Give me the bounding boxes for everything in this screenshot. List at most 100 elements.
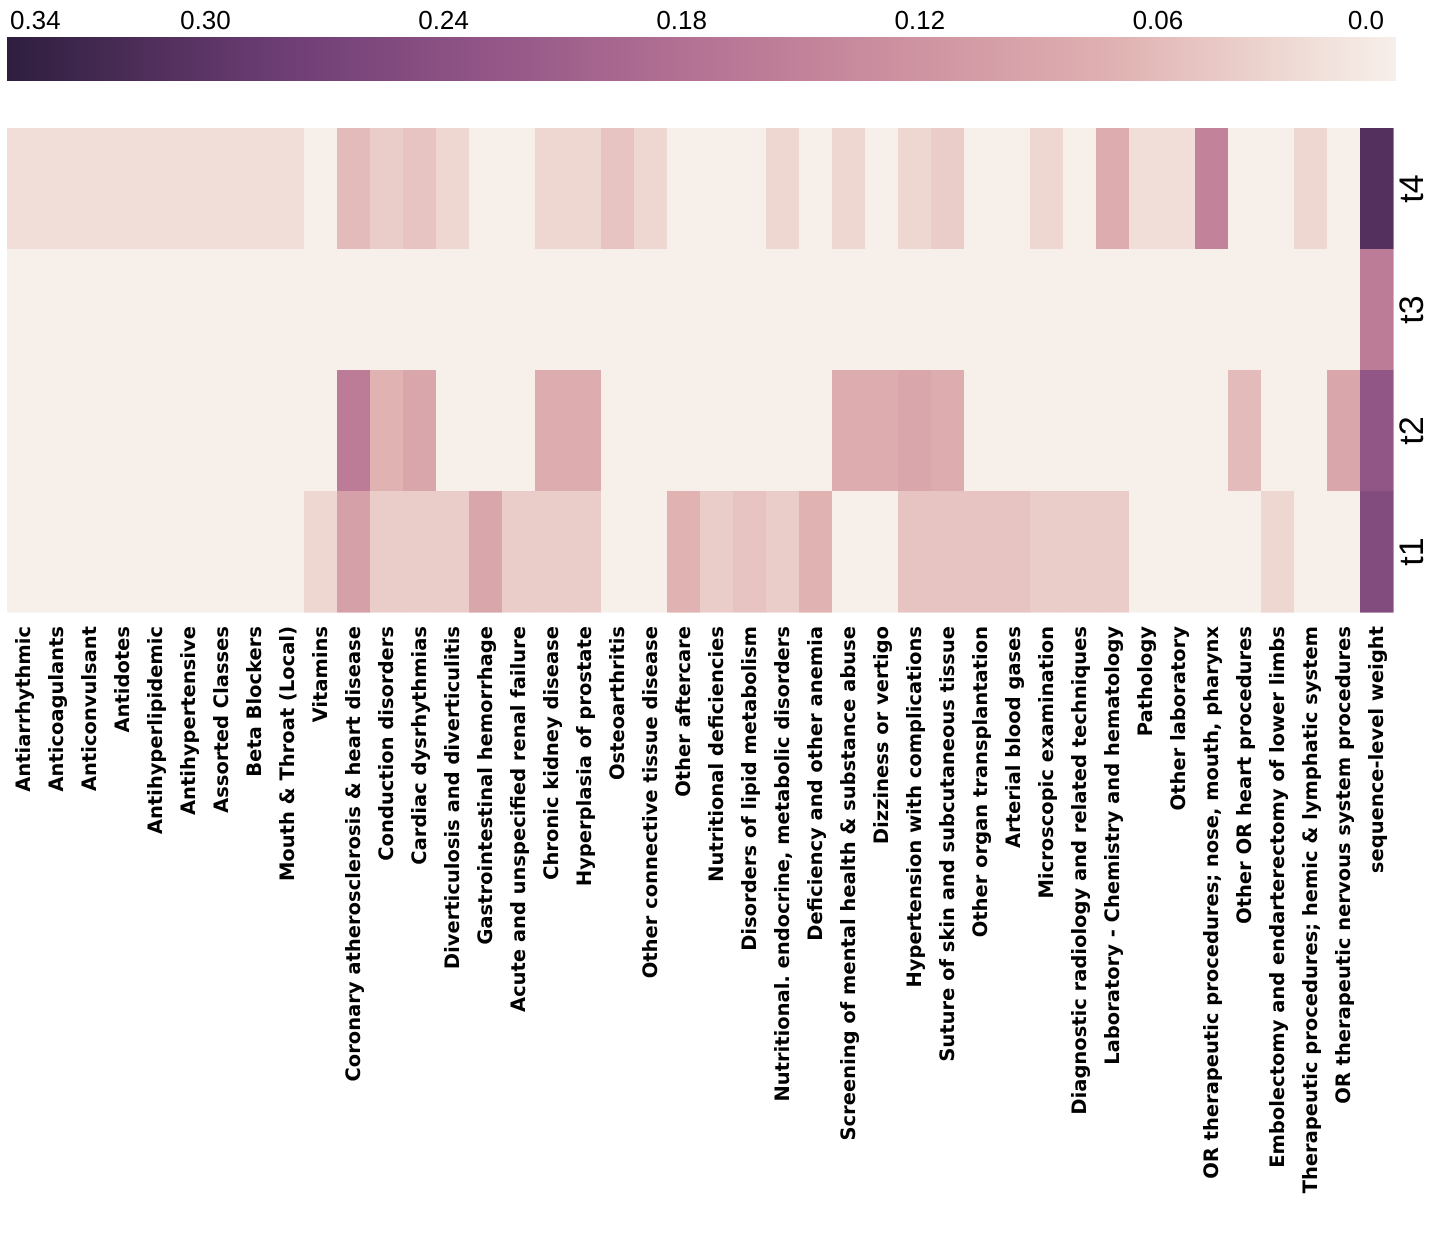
- heatmap-cell-t3-2: [73, 249, 107, 371]
- column-label: Coronary atherosclerosis & heart disease: [342, 626, 365, 1082]
- heatmap-cell-t4-16: [535, 128, 569, 250]
- heatmap-cell-t2-21: [700, 370, 734, 492]
- heatmap-cell-t4-22: [733, 128, 767, 250]
- colorbar-gradient: [7, 37, 1396, 81]
- heatmap-cell-t3-18: [601, 249, 635, 371]
- column-label: Disorders of lipid metabolism: [738, 626, 761, 951]
- heatmap-cell-t3-30: [997, 249, 1031, 371]
- heatmap-cell-t2-26: [865, 370, 899, 492]
- heatmap-cell-t1-28: [931, 491, 965, 613]
- heatmap-cell-t4-35: [1162, 128, 1196, 250]
- heatmap-cell-t3-4: [139, 249, 173, 371]
- heatmap-cell-t4-25: [832, 128, 866, 250]
- heatmap-cell-t4-12: [403, 128, 437, 250]
- heatmap-cell-t1-34: [1129, 491, 1163, 613]
- heatmap-cell-t4-11: [370, 128, 404, 250]
- heatmap-cell-t2-29: [964, 370, 998, 492]
- heatmap-cell-t4-17: [568, 128, 602, 250]
- heatmap-cell-t2-25: [832, 370, 866, 492]
- heatmap-cell-t2-36: [1195, 370, 1229, 492]
- heatmap-cell-t1-10: [337, 491, 371, 613]
- heatmap-cell-t1-25: [832, 491, 866, 613]
- heatmap-cell-t2-12: [403, 370, 437, 492]
- heatmap-cell-t2-17: [568, 370, 602, 492]
- column-label: Diagnostic radiology and related techniq…: [1068, 626, 1091, 1115]
- heatmap-cell-t2-14: [469, 370, 503, 492]
- heatmap-cell-t1-8: [271, 491, 305, 613]
- column-label: Antihypertensive: [177, 626, 200, 815]
- heatmap-cell-t4-2: [73, 128, 107, 250]
- heatmap-cell-t3-14: [469, 249, 503, 371]
- heatmap-cell-t3-33: [1096, 249, 1130, 371]
- heatmap-cell-t1-7: [238, 491, 272, 613]
- heatmap-cell-t1-41: [1360, 491, 1394, 613]
- heatmap-cell-t2-39: [1294, 370, 1328, 492]
- column-label: Nutritional deficiencies: [705, 626, 728, 882]
- heatmap-cell-t4-8: [271, 128, 305, 250]
- row-label-t4: t4: [1393, 174, 1431, 202]
- colorbar-tick-label: 0.30: [180, 5, 231, 35]
- heatmap-cell-t4-30: [997, 128, 1031, 250]
- heatmap-cell-t3-11: [370, 249, 404, 371]
- heatmap-cell-t1-13: [436, 491, 470, 613]
- heatmap-cell-t4-9: [304, 128, 338, 250]
- heatmap-cell-t1-11: [370, 491, 404, 613]
- heatmap-cell-t3-5: [172, 249, 206, 371]
- heatmap-cell-t3-26: [865, 249, 899, 371]
- heatmap-cell-t1-2: [73, 491, 107, 613]
- heatmap-cell-t1-20: [667, 491, 701, 613]
- heatmap-cell-t1-15: [502, 491, 536, 613]
- heatmap-cell-t2-0: [7, 370, 41, 492]
- heatmap-cell-t4-6: [205, 128, 239, 250]
- heatmap-cell-t2-2: [73, 370, 107, 492]
- heatmap-cell-t3-16: [535, 249, 569, 371]
- heatmap-cell-t3-31: [1030, 249, 1064, 371]
- column-label: Dizziness or vertigo: [870, 626, 893, 844]
- heatmap-cell-t4-5: [172, 128, 206, 250]
- row-labels: t4 t3 t2 t1: [1393, 174, 1431, 565]
- heatmap-cell-t3-39: [1294, 249, 1328, 371]
- column-label: Other connective tissue disease: [639, 626, 662, 978]
- row-label-t1: t1: [1393, 537, 1431, 565]
- heatmap-cell-t2-18: [601, 370, 635, 492]
- heatmap-cell-t2-37: [1228, 370, 1262, 492]
- heatmap-cell-t3-36: [1195, 249, 1229, 371]
- heatmap-cell-t3-23: [766, 249, 800, 371]
- heatmap-cell-t1-36: [1195, 491, 1229, 613]
- heatmap-cell-t4-27: [898, 128, 932, 250]
- heatmap-cell-t4-20: [667, 128, 701, 250]
- heatmap-cell-t2-27: [898, 370, 932, 492]
- heatmap-cell-t4-1: [40, 128, 74, 250]
- heatmap-cell-t3-8: [271, 249, 305, 371]
- heatmap-cell-t3-6: [205, 249, 239, 371]
- heatmap-cell-t2-15: [502, 370, 536, 492]
- heatmap-cell-t1-26: [865, 491, 899, 613]
- heatmap-cell-t1-9: [304, 491, 338, 613]
- row-label-t2: t2: [1393, 416, 1431, 444]
- column-label: Vitamins: [309, 626, 332, 722]
- heatmap-cell-t2-32: [1063, 370, 1097, 492]
- heatmap-cell-t1-37: [1228, 491, 1262, 613]
- heatmap-cell-t2-16: [535, 370, 569, 492]
- heatmap-cell-t1-31: [1030, 491, 1064, 613]
- heatmap-cell-t3-38: [1261, 249, 1295, 371]
- heatmap-cell-t4-10: [337, 128, 371, 250]
- heatmap-cell-t4-34: [1129, 128, 1163, 250]
- heatmap-cell-t1-39: [1294, 491, 1328, 613]
- heatmap-cell-t1-40: [1327, 491, 1361, 613]
- column-label: Anticonvulsant: [78, 626, 101, 791]
- heatmap-cell-t4-28: [931, 128, 965, 250]
- heatmap-cell-t3-1: [40, 249, 74, 371]
- heatmap-cell-t4-4: [139, 128, 173, 250]
- column-label: Other aftercare: [672, 626, 695, 797]
- column-label: Other laboratory: [1167, 626, 1190, 811]
- heatmap-cell-t4-40: [1327, 128, 1361, 250]
- heatmap-cell-t1-18: [601, 491, 635, 613]
- heatmap-cell-t2-1: [40, 370, 74, 492]
- heatmap-cell-t2-3: [106, 370, 140, 492]
- heatmap-cell-t3-40: [1327, 249, 1361, 371]
- heatmap-cell-t4-29: [964, 128, 998, 250]
- heatmap-cell-t1-32: [1063, 491, 1097, 613]
- column-label: OR therapeutic procedures; nose, mouth, …: [1200, 626, 1223, 1179]
